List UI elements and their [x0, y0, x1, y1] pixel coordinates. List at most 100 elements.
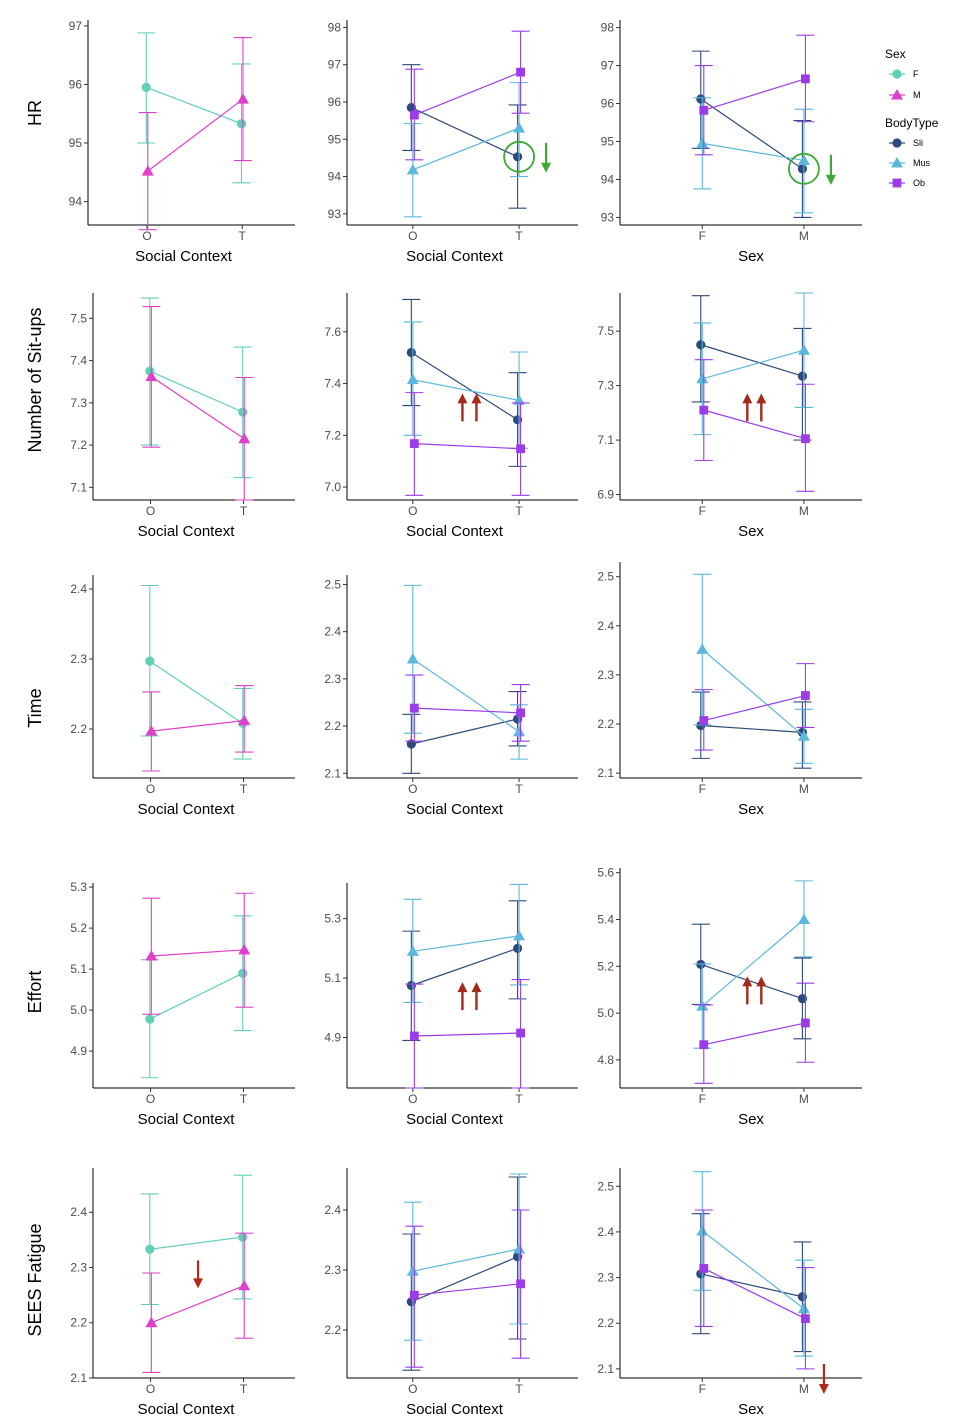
- arrow-up-annotation: [742, 976, 753, 1005]
- legend-key-F: [892, 69, 902, 79]
- series-Mus: [693, 880, 813, 1049]
- series-M: [142, 1232, 254, 1374]
- arrow-up-annotation: [471, 393, 482, 422]
- y-tick-label: 5.4: [597, 912, 614, 926]
- series-line: [414, 1032, 521, 1037]
- series-Sli: [402, 298, 527, 467]
- y-tick-label: 2.3: [70, 652, 87, 666]
- x-tick-label: O: [146, 1382, 155, 1396]
- data-point: [696, 340, 706, 350]
- legend-label-Ob: Ob: [913, 178, 925, 188]
- y-tick-label: 2.2: [70, 722, 87, 736]
- series-Mus: [403, 584, 529, 760]
- series-Ob: [405, 674, 530, 742]
- series-line: [700, 344, 803, 377]
- y-tick-label: 4.9: [324, 1030, 341, 1044]
- series-line: [149, 370, 243, 413]
- series-Mus: [693, 1171, 813, 1357]
- series-F: [140, 1174, 252, 1306]
- series-Ob: [405, 1209, 530, 1368]
- y-tick-label: 7.2: [324, 428, 341, 442]
- data-point: [516, 708, 525, 718]
- y-tick-label: 2.3: [597, 668, 614, 682]
- panel-3-3: 2.1 2.2 2.3 2.4 2.5 F M Sex: [597, 562, 862, 818]
- legend-key-M: [891, 89, 903, 100]
- series-line: [701, 1230, 805, 1310]
- x-tick-label: T: [240, 1092, 248, 1106]
- series-line: [149, 1236, 243, 1250]
- data-point: [797, 993, 808, 1004]
- y-tick-label: 5.1: [324, 971, 341, 985]
- data-point: [409, 703, 419, 713]
- series-Sli: [402, 1176, 527, 1371]
- series-M: [142, 305, 254, 501]
- series-Sli: [691, 1213, 812, 1353]
- arrow-up-annotation: [471, 982, 482, 1011]
- series-F: [140, 297, 252, 479]
- x-axis-label: Sex: [738, 248, 764, 265]
- arrow-up-annotation: [742, 393, 753, 422]
- data-point: [512, 152, 523, 162]
- x-axis-label: Social Context: [406, 801, 504, 818]
- legend-title-sex: Sex: [885, 47, 906, 61]
- row-label: Effort: [25, 971, 45, 1014]
- data-point: [409, 439, 419, 448]
- y-tick-label: 96: [328, 95, 342, 109]
- y-tick-label: 97: [328, 58, 342, 72]
- series-Sli: [691, 50, 812, 218]
- series-Sli: [691, 691, 812, 769]
- y-tick-label: 95: [601, 134, 615, 148]
- x-axis-label: Sex: [738, 801, 764, 818]
- data-point: [409, 1031, 419, 1041]
- series-F: [137, 32, 251, 184]
- arrow-up-annotation: [756, 393, 767, 422]
- row-hr: HR 94 95 96 97 O T Social Context 93 94 95 96 97 98 O T…: [25, 19, 862, 265]
- y-tick-label: 2.1: [70, 1371, 87, 1385]
- series-M: [138, 37, 252, 231]
- data-point: [516, 67, 525, 77]
- x-tick-label: M: [799, 782, 809, 796]
- y-tick-label: 4.9: [70, 1044, 87, 1058]
- y-tick-label: 5.1: [70, 962, 87, 976]
- series-line: [412, 127, 520, 171]
- data-point: [145, 1014, 155, 1024]
- x-tick-label: T: [240, 504, 248, 518]
- series-Mus: [403, 1173, 529, 1341]
- y-tick-label: 2.5: [597, 1179, 614, 1193]
- data-point: [145, 1316, 158, 1328]
- x-tick-label: T: [240, 782, 248, 796]
- x-axis-label: Social Context: [138, 801, 236, 818]
- x-tick-label: F: [699, 229, 706, 243]
- y-tick-label: 2.2: [597, 717, 614, 731]
- series-line: [147, 98, 244, 172]
- y-tick-label: 2.3: [324, 1263, 341, 1277]
- series-Sli: [402, 900, 527, 1042]
- y-tick-label: 5.3: [324, 912, 341, 926]
- data-point: [699, 1264, 709, 1273]
- series-line: [412, 379, 520, 401]
- series-Sli: [402, 691, 527, 774]
- series-line: [701, 919, 805, 1007]
- data-point: [236, 93, 249, 104]
- legend-label-Mus: Mus: [913, 158, 931, 168]
- x-axis-label: Social Context: [138, 1111, 236, 1128]
- series-Mus: [693, 97, 813, 214]
- data-point: [516, 1279, 525, 1289]
- legend-key-Ob: [892, 178, 902, 188]
- data-point: [513, 122, 526, 133]
- series-line: [703, 1267, 806, 1320]
- x-axis-label: Sex: [738, 523, 764, 540]
- data-point: [238, 1232, 248, 1242]
- data-point: [141, 165, 154, 176]
- series-line: [702, 142, 805, 162]
- y-tick-label: 2.5: [324, 577, 341, 591]
- data-point: [145, 1244, 155, 1254]
- arrow-up-annotation: [457, 982, 468, 1011]
- y-tick-label: 7.3: [597, 379, 614, 393]
- series-Sli: [691, 295, 812, 441]
- data-point: [797, 344, 810, 355]
- y-tick-label: 7.0: [324, 480, 341, 494]
- x-tick-label: O: [146, 1092, 155, 1106]
- row-number-of-sit-ups: Number of Sit-ups 7.1 7.2 7.3 7.4 7.5 O T Social…: [25, 292, 862, 540]
- data-point: [513, 1243, 526, 1254]
